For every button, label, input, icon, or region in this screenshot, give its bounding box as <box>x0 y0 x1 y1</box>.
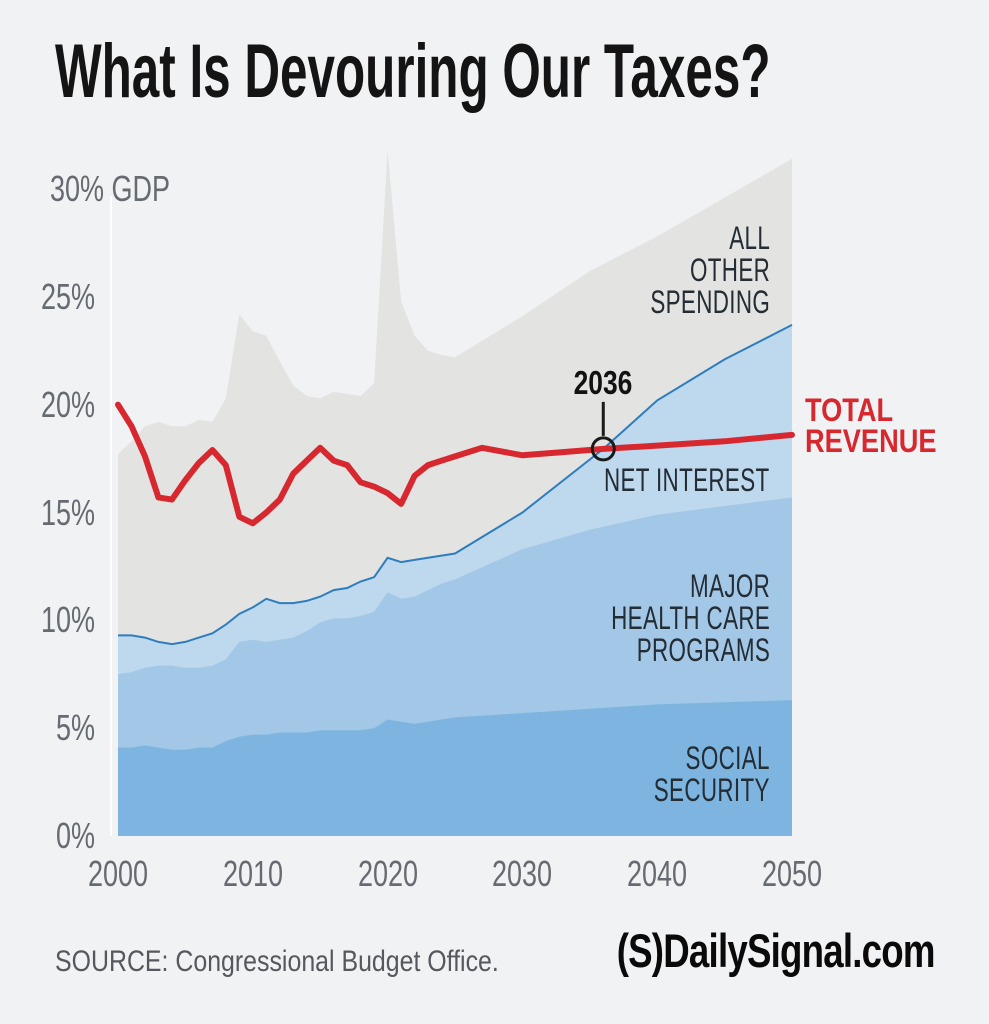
label-all-other-spending: ALL OTHER SPENDING <box>650 220 770 320</box>
net-interest-top-line <box>118 324 793 646</box>
annotation-label: 2036 <box>573 363 633 401</box>
x-tick-label: 2010 <box>222 853 283 894</box>
y-tick-label: 30% GDP <box>50 168 171 209</box>
label-social-security: SOCIAL SECURITY <box>653 740 770 808</box>
y-axis-line <box>110 196 112 836</box>
x-tick-label: 2030 <box>492 853 553 894</box>
y-tick-label: 25% <box>40 275 95 317</box>
page-title: What Is Devouring Our Taxes? <box>55 29 771 114</box>
label-net-interest: NET INTEREST <box>604 462 770 498</box>
band-social-security <box>118 700 792 836</box>
x-tick-label: 2000 <box>87 853 149 894</box>
daily-signal-logo-name: DailySignal.com <box>663 924 936 977</box>
label-major-health-care-programs: MAJOR HEALTH CARE PROGRAMS <box>610 568 770 668</box>
y-tick-label: 15% <box>40 491 95 533</box>
y-tick-label: 5% <box>55 707 95 749</box>
x-tick-label: 2040 <box>627 853 688 894</box>
x-tick-label: 2020 <box>357 853 418 894</box>
x-tick-label: 2050 <box>761 853 823 894</box>
daily-signal-logo-mark: (S) <box>616 924 664 977</box>
source-note: SOURCE: Congressional Budget Office. <box>55 945 499 978</box>
y-tick-label: 10% <box>40 599 95 641</box>
y-tick-label: 0% <box>55 815 95 856</box>
total-revenue-line <box>115 401 795 527</box>
label-total-revenue: TOTAL REVENUE <box>805 392 937 459</box>
annotation-circle <box>590 436 616 462</box>
y-tick-label: 20% <box>40 383 95 425</box>
daily-signal-logo: (S)DailySignal.com <box>616 924 936 977</box>
